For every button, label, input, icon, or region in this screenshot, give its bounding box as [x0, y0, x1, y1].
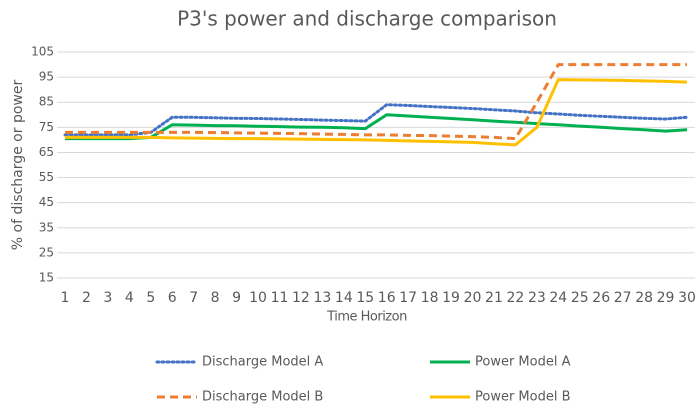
y-tick-label: 45 [39, 195, 54, 209]
x-tick-label: 8 [211, 290, 220, 306]
x-tick-label: 18 [421, 290, 439, 306]
x-tick-label: 14 [335, 290, 353, 306]
x-tick-label: 22 [506, 290, 524, 306]
x-tick-label: 28 [635, 290, 653, 306]
legend-label: Discharge Model B [202, 390, 323, 405]
x-tick-label: 1 [61, 290, 70, 306]
y-tick-label: 95 [39, 70, 54, 84]
y-tick-label: 65 [39, 145, 54, 159]
x-tick-label: 25 [571, 290, 589, 306]
x-tick-label: 30 [678, 290, 696, 306]
x-tick-label: 24 [549, 290, 567, 306]
y-tick-label: 55 [39, 170, 54, 184]
x-tick-label: 20 [464, 290, 482, 306]
x-tick-label: 29 [657, 290, 675, 306]
x-axis-label: Time Horizon [326, 310, 407, 325]
x-tick-label: 19 [442, 290, 460, 306]
x-tick-label: 3 [103, 290, 112, 306]
x-tick-label: 15 [356, 290, 374, 306]
y-tick-label: 35 [39, 220, 54, 234]
legend-label: Power Model B [475, 390, 571, 405]
x-tick-label: 5 [146, 290, 155, 306]
x-tick-label: 11 [271, 290, 289, 306]
x-tick-label: 13 [313, 290, 331, 306]
x-tick-label: 17 [399, 290, 417, 306]
y-axis-label: % of discharge or power [10, 80, 26, 251]
x-tick-label: 12 [292, 290, 310, 306]
y-tick-label: 105 [31, 45, 54, 59]
x-tick-label: 10 [249, 290, 267, 306]
series-line [63, 103, 689, 137]
x-tick-label: 27 [614, 290, 632, 306]
x-tick-label: 16 [378, 290, 396, 306]
legend-label: Power Model A [475, 355, 571, 370]
series-line [65, 113, 688, 141]
x-tick-label: 9 [232, 290, 241, 306]
x-tick-label: 4 [125, 290, 134, 306]
chart-title: P3's power and discharge comparison [177, 7, 557, 31]
series-line [65, 63, 687, 141]
y-tick-label: 85 [39, 95, 54, 109]
x-tick-label: 2 [82, 290, 91, 306]
x-tick-label: 26 [592, 290, 610, 306]
series-line [65, 78, 688, 147]
x-tick-label: 6 [168, 290, 177, 306]
x-tick-label: 21 [485, 290, 503, 306]
legend-label: Discharge Model A [202, 355, 323, 370]
x-tick-label: 23 [528, 290, 546, 306]
y-tick-label: 75 [39, 120, 54, 134]
y-tick-label: 15 [39, 271, 54, 285]
y-tick-label: 25 [39, 245, 54, 259]
x-tick-label: 7 [189, 290, 198, 306]
